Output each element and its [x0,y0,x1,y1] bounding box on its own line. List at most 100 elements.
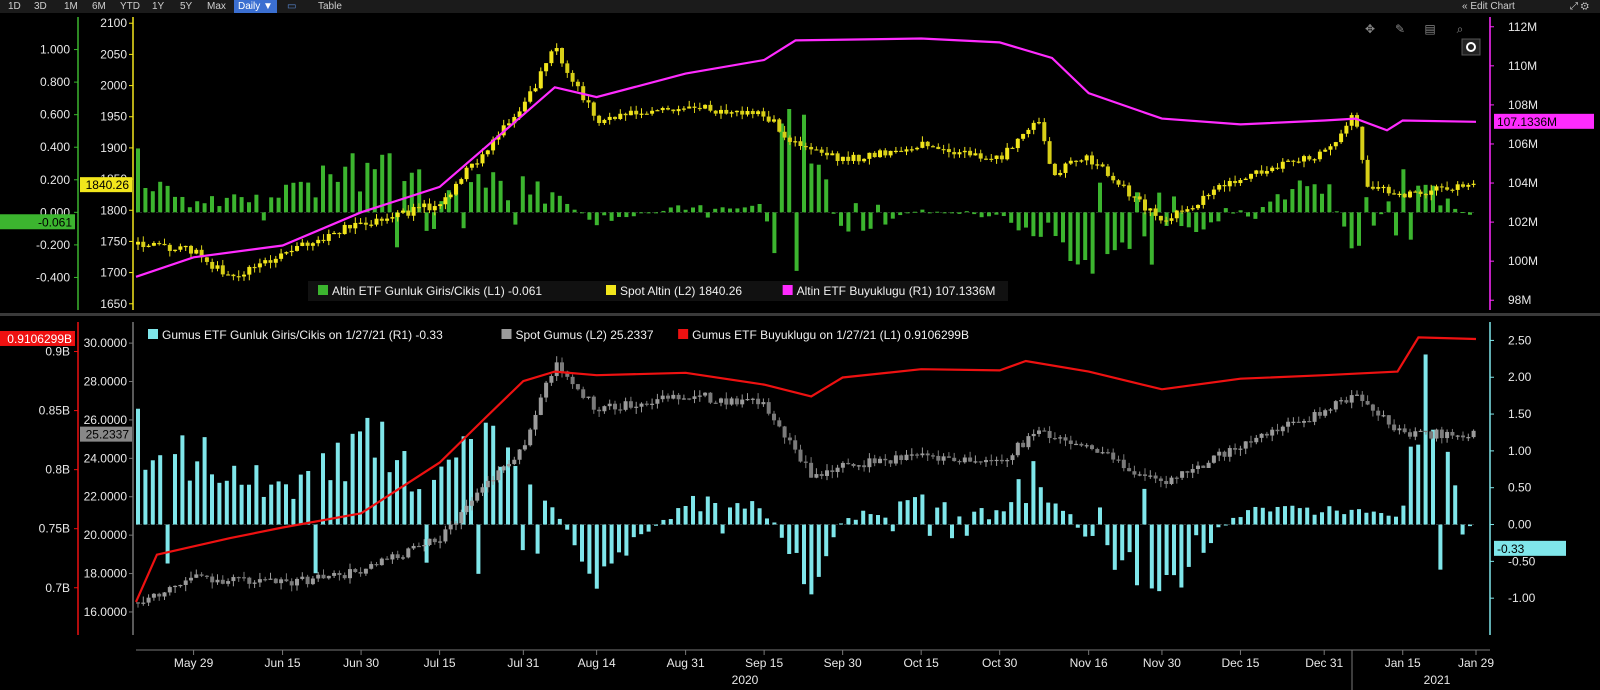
chart-type-icon[interactable]: ▭ [287,1,297,12]
candle-body [756,111,761,115]
candle-body [1381,415,1386,417]
candle-body [883,458,888,461]
candle-body [952,457,957,462]
candle-body [925,141,930,147]
candle-body [1211,189,1216,195]
draw-icon[interactable]: ✎ [1395,22,1405,36]
candle-body [687,398,692,400]
candle-body [337,232,342,235]
candle-body [708,392,713,403]
candle-body [607,403,612,407]
range-ytd-button[interactable]: YTD [120,1,140,12]
flow-bar [1009,502,1014,525]
candle-body [326,233,331,241]
flow-bar [979,508,984,525]
x-tick-label: Jul 15 [424,656,456,670]
flow-bar [750,205,755,213]
zoom-icon[interactable]: ⌕ [1457,22,1464,36]
l1-tick-label: 0.75B [39,522,70,536]
candle-body [1376,410,1381,416]
candle-body [1429,190,1434,195]
candle-body [252,266,257,269]
candle-body [538,71,543,89]
candle-body [899,455,904,460]
candle-body [1137,196,1142,200]
flow-bar [513,465,518,525]
flow-bar [927,524,932,536]
candle-body [660,395,665,400]
save-icon[interactable]: ▤ [1424,22,1435,36]
candle-body [1238,448,1243,450]
frequency-dropdown[interactable]: Daily ▼ [234,0,277,13]
flow-bar [387,153,392,213]
expand-icon[interactable]: ⤢ ⚙ [1570,1,1589,12]
candle-body [1190,208,1195,210]
candle-body [1015,138,1020,149]
candle-body [1021,442,1026,448]
range-5y-button[interactable]: 5Y [180,1,193,12]
candle-body [1392,193,1397,195]
candle-body [994,459,999,462]
last-value-spot-silver: 25.2337 [86,428,130,442]
candle-body [1180,471,1185,478]
candle-body [1068,160,1073,164]
flow-bar [1312,184,1317,213]
candle-body [560,48,564,64]
crosshair-icon[interactable]: ✥ [1365,22,1375,36]
flow-bar [1468,524,1472,527]
last-value-gold-etf-size-bg [1494,113,1594,129]
candle-body [464,167,469,180]
candle-body [162,592,167,597]
range-max-button[interactable]: Max [207,1,226,12]
flow-bar [1216,524,1221,528]
flow-bar [150,191,155,213]
flow-bar [298,474,303,525]
candle-body [1074,443,1079,446]
flow-bar [261,496,266,525]
candle-body [533,414,538,430]
r1-tick-label: 98M [1508,293,1531,307]
candle-body [1471,183,1476,185]
legend-swatch-2 [606,285,616,295]
candle-body [1286,421,1291,427]
candle-body [1010,147,1015,150]
last-value-silver-flow: -0.33 [1497,542,1525,556]
flow-bar [1105,212,1110,255]
flow-bar [609,212,614,221]
candle-body [215,265,220,269]
legend-label-2: Spot Altin (L2) 1840.26 [620,284,742,298]
range-3d-button[interactable]: 3D [34,1,47,12]
range-6m-button[interactable]: 6M [92,1,106,12]
flow-bar [498,180,503,213]
candle-body [252,582,257,584]
chart-panel-1: 1.0000.8000.6000.4000.2000.000-0.200-0.4… [0,16,1594,311]
range-1m-button[interactable]: 1M [64,1,78,12]
candle-body [745,110,750,115]
range-1d-button[interactable]: 1D [8,1,21,12]
edit-chart-button[interactable]: « Edit Chart [1462,1,1515,12]
flow-bar [1135,524,1139,586]
candle-body [936,146,941,150]
candle-body [962,457,967,463]
candle-body [554,48,559,52]
flow-bar [417,169,422,213]
candle-body [194,249,199,254]
flow-bar [395,212,399,248]
settings-icon[interactable] [1466,42,1476,52]
table-button[interactable]: Table [318,1,342,12]
candle-body [777,119,782,132]
candle-body [931,146,935,148]
flow-bar [187,480,192,525]
flow-bar [335,442,340,525]
candle-body [613,116,617,119]
l2-tick-label: 2000 [100,79,127,93]
range-1y-button[interactable]: 1Y [152,1,165,12]
flow-bar [713,208,718,213]
candle-body [851,154,856,161]
candle-body [1296,421,1301,423]
candle-body [385,218,390,221]
flow-bar [1283,199,1287,213]
candle-body [416,207,421,209]
flow-bar [676,508,681,525]
candle-body [968,150,973,156]
